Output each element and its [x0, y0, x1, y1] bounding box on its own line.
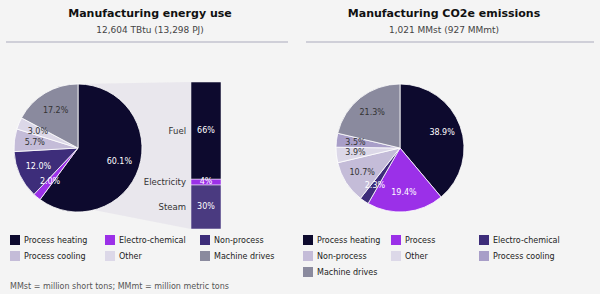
bar-segment [191, 185, 221, 229]
data-label: 19.4% [391, 188, 417, 197]
stacked-bar: 30% Steam 4% Electricity 66% Fuel [144, 82, 221, 229]
footnote: MMst = million short tons; MMmt = millio… [10, 282, 229, 291]
data-label: 38.9% [429, 128, 455, 137]
pie-chart: Manufacturing CO2e emissions 1,021 MMst (… [303, 7, 594, 277]
pie-slice [338, 84, 400, 148]
chart-root: Manufacturing energy use 12,604 TBtu (13,… [0, 0, 600, 294]
title-separator [306, 42, 594, 43]
bar-marks [191, 82, 221, 229]
series-label: Electricity [144, 177, 186, 187]
pie-chart: Manufacturing energy use 12,604 TBtu (13,… [6, 7, 288, 291]
legend-label: Process heating [24, 236, 87, 245]
chart-title: Manufacturing energy use [68, 7, 231, 20]
pie-slice [22, 84, 78, 148]
data-label: 2.3% [365, 181, 386, 190]
main-layer: Manufacturing energy use 12,604 TBtu (13,… [6, 7, 594, 291]
legend-label: Machine drives [214, 252, 274, 261]
legend-swatch [303, 267, 313, 277]
legend-swatch [105, 251, 115, 261]
legend-label: Process cooling [24, 252, 86, 261]
legend-label: Electro-chemical [119, 236, 186, 245]
legend-swatch [10, 235, 20, 245]
chart-subtitle: 12,604 TBtu (13,298 PJ) [96, 25, 204, 35]
data-label: 3.0% [28, 127, 49, 136]
bar-segment [191, 82, 221, 179]
data-label: 3.9% [345, 148, 366, 157]
legend-label: Machine drives [317, 268, 377, 277]
data-label: 17.2% [43, 106, 69, 115]
legend-swatch [303, 235, 313, 245]
data-label: 2.0% [40, 177, 61, 186]
data-label: 3.5% [345, 138, 366, 147]
data-label: 66% [197, 126, 215, 135]
bar-labels: 30% Steam 4% Electricity 66% Fuel [144, 126, 216, 212]
series-label: Steam [159, 202, 186, 212]
legend-label: Electro-chemical [493, 236, 560, 245]
legend-swatch [479, 235, 489, 245]
data-label: 21.3% [359, 108, 385, 117]
legend-swatch [200, 235, 210, 245]
legend-swatch [105, 235, 115, 245]
legend-label: Process heating [317, 236, 380, 245]
legend-swatch [10, 251, 20, 261]
legend-label: Non-process [317, 252, 367, 261]
data-label: 10.7% [350, 168, 376, 177]
chart-title: Manufacturing CO2e emissions [348, 7, 541, 20]
legend-swatch [391, 251, 401, 261]
legend-label: Other [405, 252, 428, 261]
legend-label: Other [119, 252, 142, 261]
title-separator [6, 42, 288, 43]
legend: Process heating Electro-chemical Non-proce… [10, 235, 274, 261]
legend-swatch [200, 251, 210, 261]
legend-swatch [391, 235, 401, 245]
legend-label: Non-process [214, 236, 264, 245]
legend-swatch [303, 251, 313, 261]
chart-subtitle: 1,021 MMst (927 MMmt) [389, 25, 499, 35]
legend-label: Process [405, 236, 435, 245]
data-label: 12.0% [26, 162, 52, 171]
data-label: 60.1% [107, 157, 133, 166]
pie-slice [14, 148, 78, 194]
pie-slice [336, 147, 400, 163]
data-label: 4% [200, 177, 213, 186]
legend-swatch [479, 251, 489, 261]
data-label: 5.7% [25, 138, 46, 147]
legend-label: Process cooling [493, 252, 555, 261]
data-label: 30% [197, 202, 215, 211]
series-label: Fuel [169, 126, 186, 136]
legend: Process heating Process Electro-chemical No… [303, 235, 560, 277]
